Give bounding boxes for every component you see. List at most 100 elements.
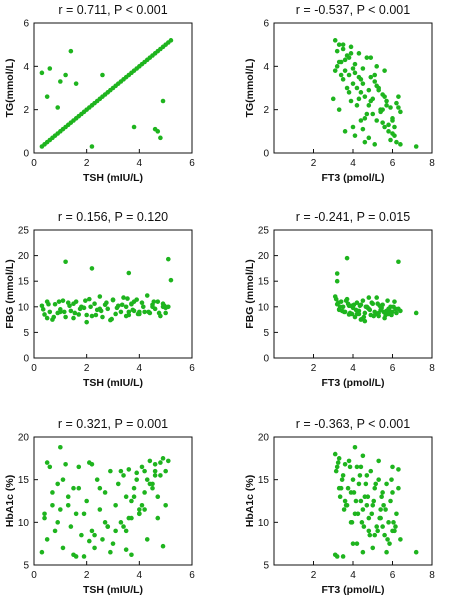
data-point	[361, 524, 367, 529]
data-point	[366, 528, 372, 534]
data-point	[342, 68, 348, 73]
data-point	[333, 468, 339, 474]
data-point	[47, 66, 53, 71]
data-point	[125, 296, 130, 301]
data-point	[160, 98, 166, 104]
data-point	[384, 481, 389, 487]
data-point	[73, 554, 79, 559]
y-tick-label: 10	[18, 518, 30, 529]
data-point	[394, 310, 399, 316]
data-point	[166, 304, 171, 310]
data-point	[371, 313, 377, 319]
data-point	[150, 485, 155, 491]
data-point	[350, 66, 356, 71]
data-point	[370, 545, 376, 551]
data-point	[380, 120, 385, 125]
data-point	[379, 494, 384, 500]
data-point	[342, 462, 348, 467]
data-point	[340, 46, 346, 52]
plot-frame	[33, 22, 193, 154]
data-points	[39, 38, 174, 149]
data-point	[346, 458, 352, 464]
data-point	[384, 103, 389, 108]
data-point	[376, 87, 381, 93]
data-point	[77, 306, 83, 312]
data-point	[336, 42, 342, 47]
x-axis-label: FT3 (pmol/L)	[322, 377, 385, 389]
data-point	[355, 511, 361, 517]
data-point	[334, 271, 340, 276]
data-point	[393, 524, 398, 529]
data-point	[130, 307, 136, 313]
data-point	[344, 255, 350, 261]
data-point	[139, 300, 145, 306]
y-tick-label: 25	[258, 226, 270, 237]
y-tick-label: 0	[23, 149, 29, 160]
data-point	[147, 458, 153, 464]
data-point	[367, 307, 373, 313]
data-point	[372, 142, 378, 147]
data-point	[39, 70, 45, 76]
data-point	[52, 301, 58, 307]
data-point	[58, 444, 63, 450]
data-point	[358, 118, 364, 123]
data-point	[370, 96, 376, 102]
chart-tg-ft3: r = -0.537, P < 0.001 2 4 6 8 0 2 4 6 FT3 (pmol/L…	[244, 3, 435, 184]
data-point	[168, 38, 174, 43]
data-point	[147, 481, 153, 487]
data-point	[137, 511, 142, 517]
data-point	[83, 298, 88, 303]
y-tick-label: 10	[18, 302, 30, 313]
data-point	[142, 507, 147, 512]
data-point	[385, 537, 390, 542]
data-point	[102, 490, 108, 495]
data-point	[350, 541, 356, 546]
data-point	[92, 532, 97, 538]
x-tick-label: 4	[137, 158, 143, 169]
data-point	[336, 456, 342, 461]
x-tick-label: 8	[429, 363, 435, 374]
data-point	[356, 96, 362, 102]
data-point	[160, 543, 166, 549]
chart-title: r = -0.363, P < 0.001	[296, 417, 410, 431]
data-point	[55, 481, 60, 487]
data-point	[366, 295, 372, 300]
data-point	[115, 481, 121, 487]
chart-title: r = 0.711, P < 0.001	[58, 3, 167, 17]
data-point	[350, 81, 356, 86]
data-point	[42, 312, 47, 317]
data-point	[108, 468, 113, 474]
data-point	[398, 308, 403, 314]
data-point	[166, 256, 171, 262]
data-point	[61, 309, 67, 315]
x-tick-label: 4	[137, 570, 143, 581]
data-point	[158, 473, 163, 478]
data-point	[100, 314, 105, 320]
data-point	[390, 118, 395, 123]
data-point	[348, 44, 354, 50]
plot-frame	[273, 22, 433, 154]
plot-frame	[273, 229, 433, 359]
data-point	[81, 305, 87, 311]
data-point	[365, 494, 371, 500]
data-point	[398, 537, 403, 542]
data-point	[332, 38, 338, 43]
data-point	[123, 494, 129, 500]
data-point	[346, 55, 352, 60]
x-tick-label: 0	[31, 158, 37, 169]
data-point	[359, 520, 365, 525]
y-tick-label: 6	[263, 19, 269, 30]
data-points	[332, 255, 419, 324]
data-point	[358, 90, 364, 95]
data-point	[372, 72, 378, 78]
data-point	[76, 485, 82, 491]
y-tick-label: 0	[263, 354, 269, 365]
data-point	[158, 135, 163, 141]
data-point	[137, 507, 142, 512]
y-axis-label: FBG (mmol/L)	[244, 259, 256, 328]
data-point	[93, 312, 99, 318]
data-point	[65, 494, 71, 500]
data-point	[364, 111, 370, 117]
y-tick-label: 15	[258, 475, 270, 486]
chart-fbg-ft3: r = -0.241, P = 0.015 2 4 6 8 0 5 10 15 20 25 FT3 (…	[244, 210, 435, 389]
